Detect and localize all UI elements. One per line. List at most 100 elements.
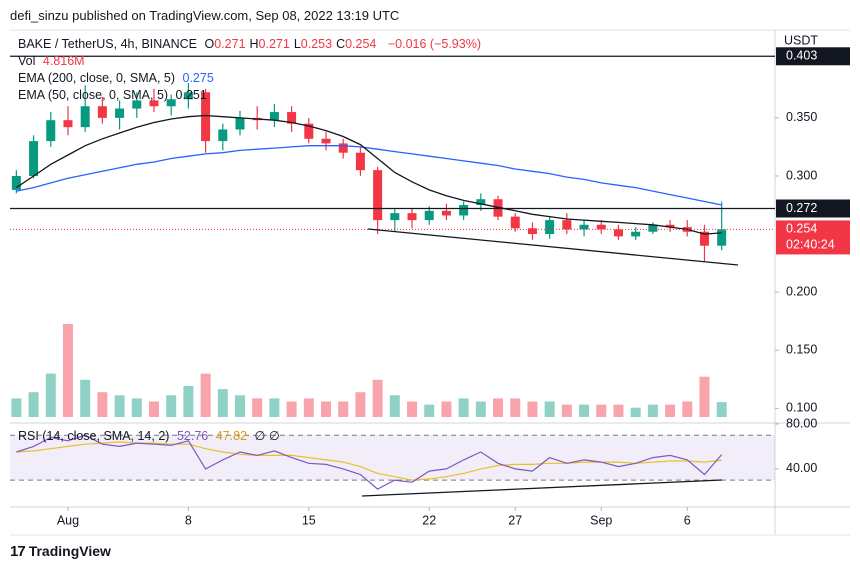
volume-bar [200, 373, 211, 417]
candle-body [269, 112, 279, 121]
volume-bar [424, 404, 435, 417]
candle-body [527, 228, 537, 235]
volume-bar [28, 392, 39, 417]
publish-info: defi_sinzu published on TradingView.com,… [10, 8, 400, 23]
candle-body [235, 117, 245, 130]
candle-body [390, 213, 400, 221]
ema-value: 0.251 [175, 88, 207, 102]
level-label: 0.403 [786, 49, 817, 63]
candle-body [424, 210, 434, 221]
symbol: BAKE / TetherUS, 4h, BINANCE [18, 37, 198, 51]
rsi-ma-value: 47.82 [215, 429, 247, 443]
volume-bar [11, 398, 22, 417]
candle-body [46, 120, 56, 142]
volume-bar [458, 398, 469, 417]
candle-body [132, 100, 142, 109]
candle-body [631, 231, 641, 237]
volume-bar [579, 404, 590, 417]
volume-bar [338, 401, 349, 417]
volume-bar [682, 401, 693, 417]
brand: 17 TradingView [10, 543, 111, 560]
candle-body [304, 123, 314, 139]
legend-ema: EMA (50, close, 0, SMA, 5) 0.251 [18, 87, 211, 103]
x-tick-label: Aug [57, 513, 79, 527]
volume-bar [407, 401, 418, 417]
volume-bar [441, 401, 452, 417]
candle-body [510, 216, 520, 229]
volume-bar [372, 379, 383, 417]
ema-name: EMA (200, close, 0, SMA, 5) [18, 71, 176, 85]
volume-bar [131, 398, 142, 417]
level-label: 0.272 [786, 201, 817, 215]
volume-bar [286, 401, 297, 417]
candle-body [166, 99, 176, 107]
ema-line [16, 145, 722, 206]
candle-body [373, 170, 383, 221]
candle-body [355, 152, 365, 171]
rsi-line [16, 434, 723, 490]
volume-bar [561, 404, 572, 417]
volume-bar [183, 386, 194, 417]
y-tick-label: 0.100 [786, 401, 817, 415]
ema-name: EMA (50, close, 0, SMA, 5) [18, 88, 169, 102]
candle-body [11, 175, 21, 190]
legend-main: BAKE / TetherUS, 4h, BINANCE O0.271 H0.27… [18, 36, 485, 52]
price-label: 0.254 [786, 222, 817, 236]
y-tick-label: 0.150 [786, 343, 817, 357]
y-tick-label: 0.200 [786, 284, 817, 298]
volume-bar [493, 398, 504, 417]
x-tick-label: 22 [422, 513, 436, 527]
ohlc: O0.271 H0.271 L0.253 C0.254 [205, 37, 381, 51]
volume-bar [321, 401, 332, 417]
ema-value: 0.275 [182, 71, 214, 85]
y-tick-label: 0.300 [786, 168, 817, 182]
ohlc-value: 0.271 [214, 37, 246, 51]
candle-body [717, 229, 727, 246]
candle-body [648, 224, 658, 232]
x-tick-label: 8 [185, 513, 192, 527]
trendline [367, 228, 739, 266]
candle-body [201, 92, 211, 142]
rsi-ma-line [16, 441, 722, 481]
volume-bar [217, 389, 228, 417]
volume-bar [45, 373, 56, 417]
legend-vol: Vol 4.816M [18, 53, 89, 69]
vol-value: 4.816M [42, 54, 85, 68]
volume-bar [62, 324, 73, 417]
x-tick-label: Sep [590, 513, 612, 527]
volume-bar [475, 401, 486, 417]
candle-body [149, 100, 159, 107]
volume-bar [269, 398, 280, 417]
volume-bar [527, 401, 538, 417]
volume-bar [510, 398, 521, 417]
chart: 0.100 0.150 0.200 0.300 0.350 Aug 8 15 22 27 Sep 6 0… [10, 29, 850, 536]
volume-bar [665, 404, 676, 417]
candle-body [665, 224, 675, 228]
candle-body [115, 108, 125, 118]
rsi-name: RSI (14, close, SMA, 14, 2) [18, 429, 170, 443]
x-tick-label: 6 [684, 513, 691, 527]
candle-body [407, 213, 417, 221]
level-box [776, 47, 850, 66]
volume-bar [613, 404, 624, 417]
candle-body [545, 220, 555, 235]
candle-body [338, 143, 348, 153]
volume-bar [114, 395, 125, 417]
rsi-value: 52.76 [176, 429, 209, 443]
logo: 17 [10, 543, 26, 560]
ohlc-value: 0.271 [258, 37, 290, 51]
change: −0.016 (−5.93%) [387, 37, 481, 51]
candle-body [218, 129, 228, 142]
trendline [361, 479, 723, 497]
volume-bar [647, 404, 658, 417]
volume-bar [166, 395, 177, 417]
level-box [776, 199, 850, 218]
ohlc-name: L [293, 37, 301, 51]
candle-body [579, 224, 589, 230]
ohlc-name: O [204, 37, 215, 51]
x-tick-label: 27 [508, 513, 522, 527]
volume-bar [97, 392, 108, 417]
ohlc-name: C [336, 37, 346, 51]
volume-bar [596, 404, 607, 417]
rsi-hidden: ∅ ∅ [254, 429, 280, 443]
